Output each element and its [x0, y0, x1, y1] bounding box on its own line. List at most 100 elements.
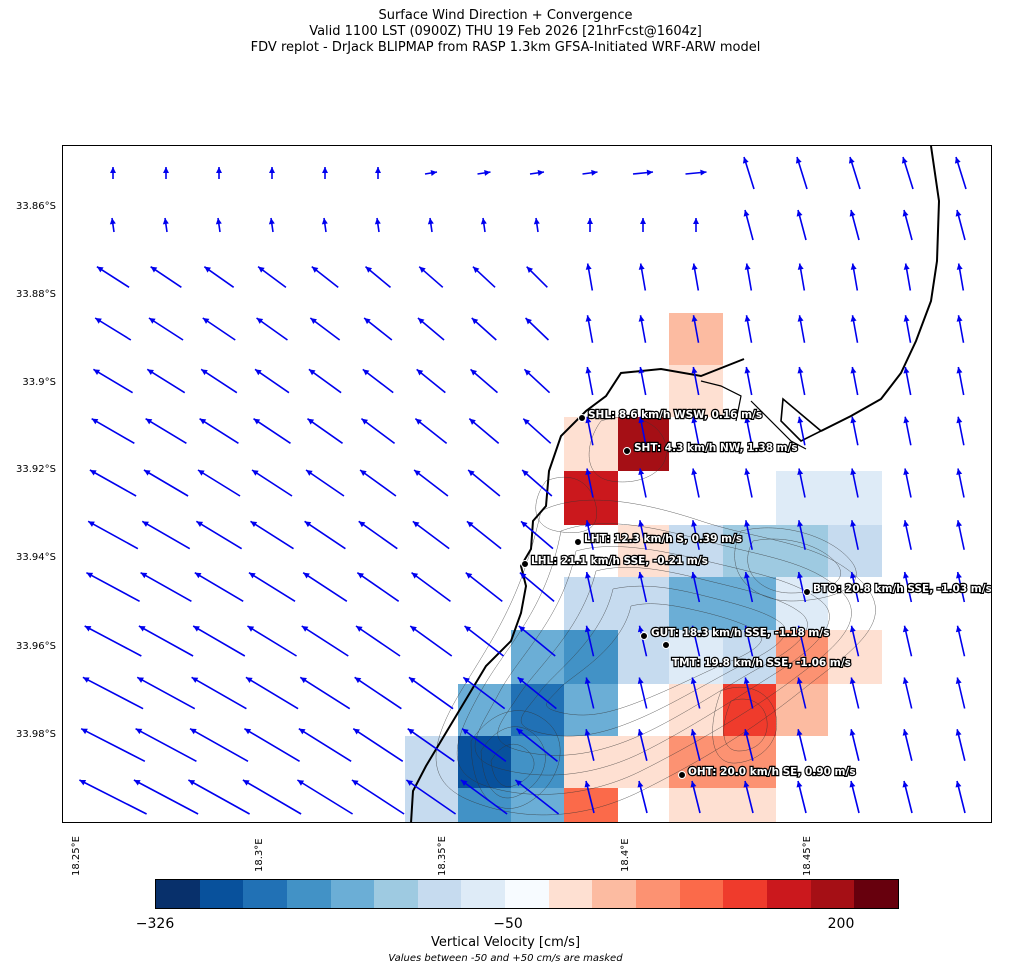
wind-arrow-shaft — [192, 625, 246, 657]
wind-arrow-shaft — [197, 469, 241, 497]
wind-arrow-head — [303, 572, 310, 579]
wind-arrow-head — [691, 572, 697, 579]
wind-arrow-head — [140, 572, 148, 579]
wind-arrow-head — [796, 781, 803, 788]
wind-arrow-head — [584, 729, 591, 736]
station-label-sht: SHT: 4.3 km/h NW, 1.38 m/s — [634, 442, 798, 454]
wind-arrow-head — [194, 572, 202, 579]
wind-arrow-head — [797, 572, 803, 579]
wind-arrow-head — [744, 572, 750, 579]
wind-arrow-shaft — [148, 317, 184, 341]
wind-arrow-head — [700, 169, 707, 176]
wind-arrow-shaft — [141, 520, 191, 550]
wind-arrow-head — [365, 266, 373, 273]
wind-arrow-head — [464, 626, 472, 633]
terrain-contour — [535, 476, 598, 533]
wind-arrow-head — [903, 520, 910, 527]
wind-arrow-head — [638, 416, 645, 424]
wind-arrow-shaft — [87, 520, 139, 550]
wind-arrow-shaft — [307, 418, 343, 444]
velocity-cell — [618, 417, 669, 471]
colorbar-segment — [417, 880, 462, 908]
map-panel[interactable]: SHL: 8.6 km/h WSW, 0.16 m/s SHT: 4.3 km/h… — [62, 145, 992, 823]
colorbar-segment — [679, 880, 724, 908]
wind-arrow-head — [691, 468, 698, 475]
wind-arrow-head — [691, 367, 698, 374]
wind-arrow-head — [95, 318, 102, 324]
wind-arrow-head — [903, 468, 910, 475]
colorbar-segment — [374, 880, 418, 908]
wind-arrow-shaft — [92, 368, 134, 394]
station-marker-gut[interactable] — [640, 632, 648, 640]
wind-arrow-head — [417, 318, 425, 325]
wind-arrow-shaft — [250, 520, 294, 550]
wind-arrow-head — [148, 318, 156, 324]
velocity-cell — [458, 788, 511, 822]
wind-arrow-shaft — [242, 779, 302, 815]
wind-arrow-head — [472, 266, 480, 273]
wind-arrow-shaft — [355, 625, 401, 657]
wind-arrow-head — [301, 626, 309, 632]
wind-arrow-head — [197, 470, 205, 476]
wind-arrow-shaft — [518, 625, 556, 657]
velocity-cell — [405, 736, 458, 788]
wind-arrow-head — [471, 318, 479, 325]
wind-arrow-head — [955, 781, 962, 788]
wind-arrow-head — [955, 210, 962, 217]
wind-arrow-head — [250, 521, 258, 528]
wind-arrow-head — [744, 416, 751, 424]
wind-arrow-head — [484, 169, 491, 176]
wind-arrow-head — [297, 780, 305, 786]
wind-arrow-head — [849, 210, 856, 217]
wind-arrow-shaft — [409, 625, 453, 657]
station-marker-lhl[interactable] — [521, 560, 529, 568]
station-marker-shl[interactable] — [578, 414, 586, 422]
station-marker-tmt[interactable] — [662, 641, 670, 649]
wind-arrow-head — [797, 263, 804, 270]
wind-arrow-shaft — [82, 676, 144, 710]
terrain-contour — [474, 546, 830, 776]
wind-arrow-head — [310, 318, 317, 325]
wind-arrow-shaft — [362, 368, 394, 394]
wind-arrow-head — [462, 728, 469, 735]
station-marker-sht[interactable] — [623, 447, 631, 455]
wind-arrow-shaft — [84, 625, 142, 657]
station-marker-oht[interactable] — [678, 771, 686, 779]
wind-arrow-shaft — [136, 676, 196, 710]
wind-arrow-head — [795, 157, 802, 164]
wind-arrow-shaft — [253, 418, 291, 444]
wind-arrow-head — [298, 728, 306, 735]
colorbar — [155, 879, 899, 909]
colorbar-label: Vertical Velocity [cm/s] — [430, 935, 581, 950]
wind-arrow-head — [638, 468, 645, 475]
wind-arrow-head — [524, 369, 531, 376]
wind-arrow-shaft — [202, 317, 236, 341]
station-marker-bto[interactable] — [803, 588, 811, 596]
wind-arrows — [79, 156, 967, 815]
wind-arrow-head — [408, 677, 416, 684]
coastline[interactable] — [410, 146, 941, 822]
wind-arrow-shaft — [308, 368, 342, 394]
wind-arrow-head — [256, 318, 264, 324]
wind-arrow-shaft — [465, 572, 503, 602]
wind-arrow-shaft — [248, 571, 296, 603]
wind-arrow-head — [202, 318, 210, 324]
wind-arrow-head — [137, 677, 144, 683]
station-marker-lht[interactable] — [574, 538, 582, 546]
wind-arrow-head — [244, 728, 252, 735]
colorbar-segment — [330, 880, 375, 908]
wind-arrow-head — [145, 418, 153, 425]
station-label-shl: SHL: 8.6 km/h WSW, 0.16 m/s — [588, 409, 762, 421]
wind-arrow-shaft — [143, 469, 189, 497]
wind-arrow-head — [516, 728, 524, 735]
wind-arrow-shaft — [189, 727, 249, 763]
lon-tick-label: 18.25°E — [71, 836, 82, 876]
wind-arrow-head — [796, 210, 803, 217]
weather-stations[interactable]: SHL: 8.6 km/h WSW, 0.16 m/s SHT: 4.3 km/h… — [521, 408, 992, 779]
wind-arrow-shaft — [517, 676, 557, 710]
wind-arrow-head — [525, 318, 532, 325]
wind-arrow-shaft — [254, 368, 290, 394]
wind-arrow-head — [147, 369, 154, 376]
wind-arrow-head — [901, 157, 908, 164]
wind-arrow-head — [268, 218, 275, 225]
